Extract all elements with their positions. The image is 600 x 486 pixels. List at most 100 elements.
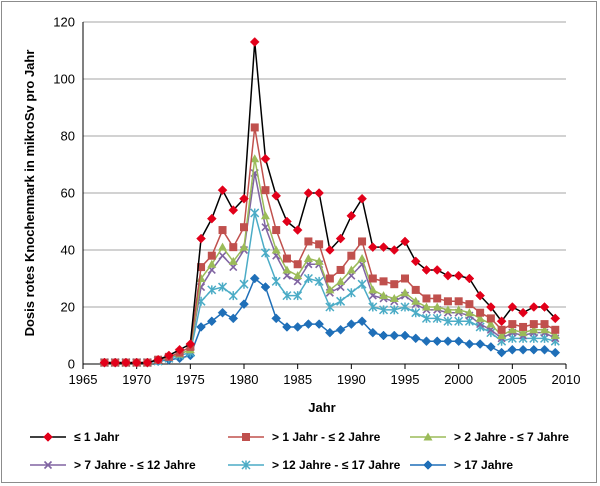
series-1-point: [239, 193, 249, 204]
legend-label: > 7 Jahre - ≤ 12 Jahre: [74, 458, 196, 472]
series-6-point: [260, 282, 271, 292]
series-6-point: [357, 316, 367, 327]
series-1-point: [528, 302, 539, 312]
series-6-point: [206, 316, 217, 327]
series-1-point: [453, 270, 464, 281]
series-1-point: [496, 316, 507, 327]
y-tick-label: 80: [61, 129, 75, 144]
series-3-point: [400, 288, 410, 297]
series-6-point: [432, 336, 443, 347]
series-6-point: [335, 324, 346, 335]
series-2-point: [422, 294, 431, 303]
series-2-point: [454, 297, 463, 306]
series-5-point: [336, 296, 346, 306]
series-1-point: [249, 37, 260, 47]
series-3-point: [464, 308, 474, 317]
series-6-point: [249, 273, 260, 284]
series-6-point: [271, 313, 282, 324]
gridlines: [83, 21, 566, 308]
legend-marker: [242, 433, 250, 441]
x-tick-label: 1975: [176, 372, 205, 387]
series-1-point: [99, 357, 110, 368]
y-axis-label: Dosis rotes Knochenmark in mikroSv pro J…: [22, 50, 37, 337]
y-tick-label: 40: [61, 243, 75, 258]
series-6-point: [410, 333, 421, 344]
series-2-point: [315, 240, 324, 249]
series-3-point: [454, 305, 464, 314]
legend-item-1: ≤ 1 Jahr: [30, 430, 120, 444]
series-1-point: [486, 302, 496, 312]
series-3-point: [475, 313, 485, 322]
series-2-point: [465, 300, 474, 309]
series-3-point: [529, 325, 539, 334]
series-1-point: [518, 307, 528, 318]
legend-marker: [423, 432, 433, 441]
series-3-point: [486, 319, 496, 328]
series-5-point: [357, 279, 367, 289]
series-3-point: [228, 256, 238, 265]
y-tick-label: 100: [53, 72, 75, 87]
y-tick-labels: 0 20 40 60 80 100 120: [53, 15, 75, 372]
series-1-point: [550, 313, 561, 324]
series-1-point: [432, 265, 443, 275]
series-2-point: [433, 294, 442, 303]
series-3-point: [271, 245, 281, 254]
y-tick-label: 20: [61, 300, 75, 315]
series-3-point: [432, 302, 442, 311]
series-2-point: [519, 322, 528, 331]
series-1-point: [110, 357, 121, 368]
series-3-point: [346, 265, 356, 274]
series-6-point: [443, 336, 453, 347]
series-1-point: [464, 273, 475, 284]
series-1-point: [539, 302, 550, 312]
series-6-point: [453, 336, 464, 347]
series-5-point: [303, 273, 313, 284]
series-2-point: [358, 237, 367, 246]
series-5-point: [218, 282, 228, 292]
x-axis-label: Jahr: [308, 400, 335, 415]
series-5-point: [207, 285, 217, 295]
series-1-point: [314, 188, 324, 198]
series-2-point: [272, 226, 281, 235]
series-5-point: [368, 302, 378, 312]
series-2-point: [229, 243, 238, 252]
series-1-point: [153, 354, 163, 365]
series-6-point: [496, 347, 507, 358]
series-2-point: [368, 274, 377, 283]
series-2-point: [218, 226, 227, 235]
legend-label: > 1 Jahr - ≤ 2 Jahre: [272, 430, 381, 444]
series-6-point: [378, 330, 389, 341]
series-1-point: [325, 245, 335, 255]
legend-label: > 2 Jahre - ≤ 7 Jahre: [454, 430, 569, 444]
series-5-point: [271, 276, 281, 286]
series-6-point: [486, 342, 496, 352]
y-tick-label: 0: [68, 357, 75, 372]
legend-item-3: > 2 Jahre - ≤ 7 Jahre: [410, 430, 569, 444]
series-1-point: [367, 242, 378, 253]
series-2-point: [476, 308, 485, 317]
series-2-point: [529, 320, 538, 329]
series-1-point: [378, 242, 389, 253]
series-5-point: [421, 313, 431, 323]
series-6-point: [303, 319, 314, 329]
series-1-point: [206, 213, 217, 224]
series-6-point: [539, 344, 550, 355]
series-1-point: [400, 236, 410, 247]
series-6-point: [325, 327, 335, 338]
y-tick-label: 60: [61, 186, 75, 201]
x-tick-label: 2010: [552, 372, 581, 387]
series-3-point: [314, 256, 324, 265]
series-1-point: [228, 205, 239, 215]
x-tick-label: 1965: [69, 372, 98, 387]
series-3-point: [368, 285, 378, 294]
series-3-point: [443, 305, 453, 314]
series-5-point: [411, 308, 421, 318]
series-1-point: [131, 357, 142, 368]
series-1-point: [142, 357, 153, 368]
series-5-point: [260, 248, 270, 258]
series-1-point: [389, 245, 400, 255]
series-1-point: [185, 339, 196, 349]
series-3-point: [550, 331, 560, 339]
series-3-point: [207, 259, 217, 268]
